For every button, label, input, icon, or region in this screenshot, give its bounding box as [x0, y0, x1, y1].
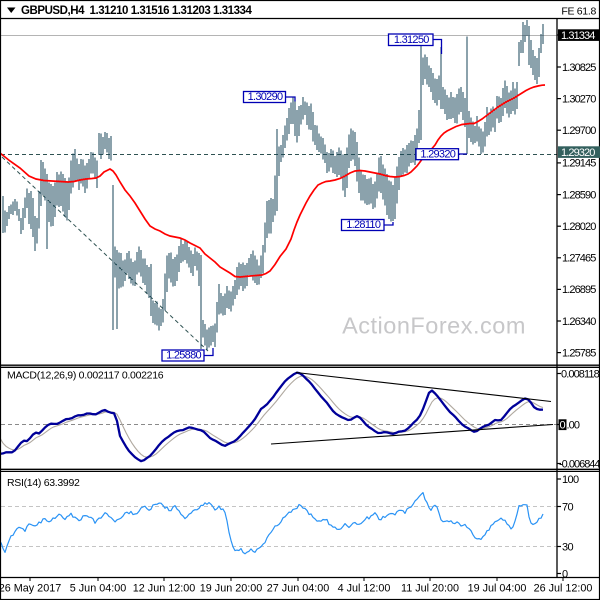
- svg-text:11 Jul 20:00: 11 Jul 20:00: [401, 583, 459, 595]
- svg-text:26 May 2017: 26 May 2017: [0, 583, 61, 595]
- svg-text:100: 100: [562, 474, 579, 486]
- svg-text:0: 0: [562, 568, 568, 580]
- svg-text:19 Jun 20:00: 19 Jun 20:00: [200, 583, 262, 595]
- svg-text:5 Jun 04:00: 5 Jun 04:00: [70, 583, 126, 595]
- svg-text:0.008118: 0.008118: [561, 368, 600, 380]
- svg-text:1.25785: 1.25785: [562, 347, 596, 359]
- svg-text:1.25880: 1.25880: [166, 350, 201, 362]
- svg-text:ActionForex.com: ActionForex.com: [342, 313, 526, 339]
- svg-text:RSI(14) 63.3992: RSI(14) 63.3992: [7, 477, 80, 489]
- svg-text:1.30825: 1.30825: [562, 62, 596, 74]
- svg-text:1.31334: 1.31334: [561, 30, 595, 42]
- svg-text:1.27465: 1.27465: [562, 253, 596, 265]
- svg-text:27 Jun 04:00: 27 Jun 04:00: [267, 583, 329, 595]
- svg-text:1.29700: 1.29700: [562, 125, 596, 137]
- svg-text:1.26895: 1.26895: [562, 284, 596, 296]
- svg-text:30: 30: [562, 541, 574, 553]
- svg-text:4 Jul 12:00: 4 Jul 12:00: [338, 583, 391, 595]
- svg-text:MACD(12,26,9) 0.002117 0.00221: MACD(12,26,9) 0.002117 0.002216: [7, 370, 164, 382]
- svg-text:1.31250: 1.31250: [394, 34, 429, 46]
- svg-text:1.28020: 1.28020: [562, 221, 596, 233]
- svg-text:0: 0: [559, 419, 565, 431]
- svg-text:26 Jul 12:00: 26 Jul 12:00: [534, 583, 593, 595]
- svg-text:12 Jun 12:00: 12 Jun 12:00: [133, 583, 195, 595]
- svg-text:70: 70: [562, 501, 574, 513]
- svg-text:1.28590: 1.28590: [562, 189, 596, 201]
- svg-text:1.28110: 1.28110: [346, 219, 381, 231]
- svg-text:.00: .00: [567, 419, 580, 431]
- svg-text:1.29320: 1.29320: [561, 147, 595, 159]
- svg-text:GBPUSD,H4 1.31210 1.31516 1.3: GBPUSD,H4 1.31210 1.31516 1.31203 1.3133…: [21, 5, 253, 17]
- svg-text:19 Jul 04:00: 19 Jul 04:00: [468, 583, 527, 595]
- svg-text:FE 61.8: FE 61.8: [561, 6, 596, 18]
- svg-text:1.30290: 1.30290: [248, 91, 283, 103]
- svg-text:1.26340: 1.26340: [562, 316, 596, 328]
- svg-text:-0.006844: -0.006844: [559, 458, 600, 470]
- svg-text:1.29145: 1.29145: [562, 158, 596, 170]
- svg-text:1.29320: 1.29320: [420, 148, 455, 160]
- svg-text:1.30270: 1.30270: [562, 93, 596, 105]
